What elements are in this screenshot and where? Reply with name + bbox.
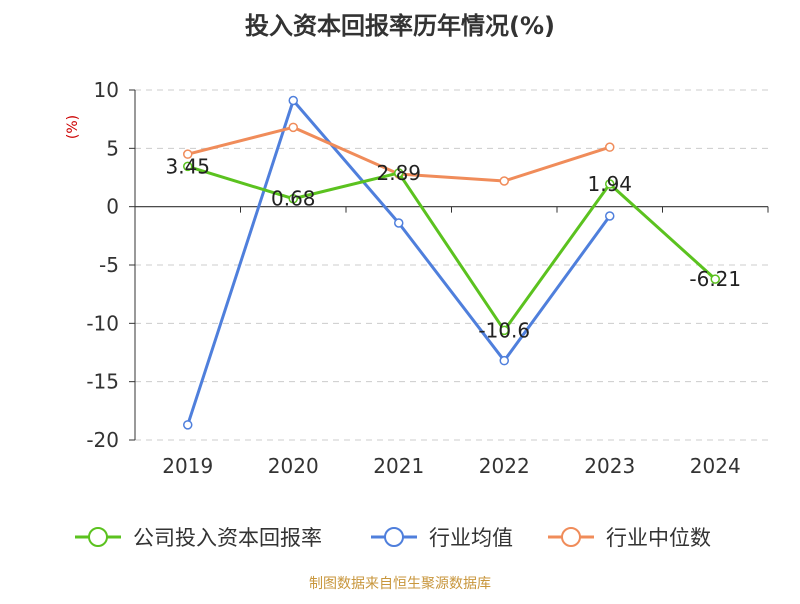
data-point[interactable] — [394, 218, 404, 228]
data-point[interactable] — [394, 168, 404, 178]
data-point[interactable] — [183, 161, 193, 172]
x-tick-label: 2024 — [690, 454, 741, 478]
y-axis-unit-label: (%) — [65, 115, 81, 139]
legend[interactable]: 公司投入资本回报率 行业均值 行业中位数 — [75, 526, 711, 550]
data-point[interactable] — [499, 176, 509, 186]
data-label: -6.21 — [689, 267, 741, 291]
data-point[interactable] — [605, 142, 615, 152]
data-point[interactable] — [499, 325, 509, 336]
y-tick-label: -10 — [86, 311, 119, 335]
x-tick-label: 2021 — [373, 454, 424, 478]
x-tick-label: 2020 — [268, 454, 319, 478]
data-label: 2.89 — [376, 161, 421, 185]
data-point[interactable] — [499, 355, 509, 366]
series-line — [186, 99, 611, 426]
y-tick-label: 5 — [106, 136, 119, 160]
legend-label: 行业中位数 — [606, 526, 711, 550]
data-point[interactable] — [605, 179, 615, 189]
series-0 — [183, 161, 720, 336]
y-tick-label: 10 — [94, 78, 119, 102]
data-label: 3.45 — [165, 154, 210, 178]
x-tick-label: 2019 — [162, 454, 213, 478]
series-group — [183, 95, 720, 430]
data-point[interactable] — [183, 420, 193, 430]
legend-swatch-marker — [88, 527, 108, 547]
data-point[interactable] — [288, 95, 298, 106]
chart-title: 投入资本回报率历年情况(%) — [245, 12, 555, 40]
legend-item[interactable]: 行业中位数 — [548, 526, 711, 550]
x-tick-label: 2022 — [479, 454, 530, 478]
legend-label: 公司投入资本回报率 — [133, 526, 322, 550]
data-label: 1.94 — [587, 172, 632, 196]
source-note: 制图数据来自恒生聚源数据库 — [309, 576, 491, 592]
legend-item[interactable]: 公司投入资本回报率 — [75, 526, 322, 550]
legend-label: 行业均值 — [429, 526, 513, 550]
y-tick-label: -20 — [86, 428, 119, 452]
x-axis-ticks: 2019 2020 2021 2022 2023 2024 — [134, 206, 769, 478]
data-point[interactable] — [183, 149, 193, 159]
legend-swatch-marker — [561, 527, 581, 547]
y-tick-label: -5 — [99, 253, 119, 277]
y-axis-ticks: 10 5 0 -5 -10 -15 -20 — [86, 78, 135, 452]
y-tick-label: 0 — [106, 195, 119, 219]
legend-swatch-marker — [384, 527, 404, 547]
y-tick-label: -15 — [86, 370, 119, 394]
x-tick-label: 2023 — [584, 454, 635, 478]
data-label: 0.68 — [271, 187, 316, 211]
data-point[interactable] — [710, 274, 720, 284]
data-point[interactable] — [288, 122, 298, 133]
data-label: -10.6 — [478, 318, 530, 342]
series-1 — [183, 95, 615, 430]
data-point[interactable] — [288, 193, 298, 204]
data-point[interactable] — [605, 211, 615, 221]
series-line — [187, 164, 717, 332]
legend-item[interactable]: 行业均值 — [371, 526, 513, 550]
data-labels: 3.45 0.68 2.89 -10.6 1.94 -6.21 — [165, 154, 741, 342]
